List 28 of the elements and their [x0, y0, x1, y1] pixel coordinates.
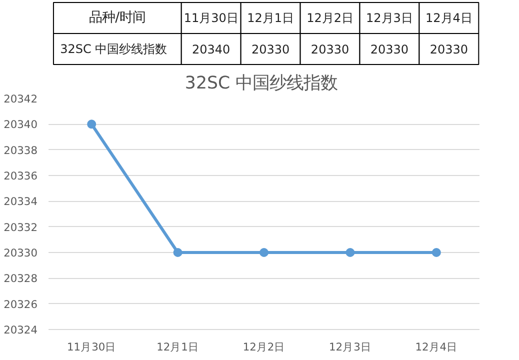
text: 品种/时间 — [89, 10, 146, 26]
y-tick-label: 20336 — [4, 170, 38, 182]
series-label: 32SC 中国纱线指数 — [60, 42, 168, 56]
y-tick-label: 20330 — [4, 246, 38, 260]
category-label: 12月3日 — [366, 11, 413, 25]
y-tick-label: 20334 — [4, 195, 38, 208]
y-tick-label: 20332 — [4, 220, 38, 234]
y-tick-label: 20338 — [4, 144, 38, 157]
x-tick-label: 12月2日 — [242, 340, 286, 354]
y-tick-label: 20328 — [4, 272, 38, 286]
data-label: 20330 — [370, 42, 409, 56]
category-label: 12月4日 — [425, 11, 472, 25]
data-label: 20330 — [251, 42, 290, 56]
data-label: 20330 — [310, 42, 350, 56]
y-tick-label: 20324 — [4, 324, 38, 336]
y-tick-label: 20342 — [4, 92, 38, 106]
x-tick-label: 12月1日 — [156, 340, 199, 354]
y-tick-label: 20340 — [4, 118, 38, 132]
category-label: 11月30日 — [184, 11, 238, 25]
category-label: 12月2日 — [306, 11, 354, 25]
data-label: 20340 — [192, 42, 230, 56]
x-tick-label: 11月30日 — [67, 340, 116, 354]
chart-title: 32SC 中国纱线指数 — [184, 74, 338, 94]
category-label: 12月1日 — [247, 11, 294, 25]
x-tick-label: 12月3日 — [329, 340, 372, 354]
y-tick-label: 20326 — [4, 298, 38, 311]
x-tick-label: 12月4日 — [415, 340, 458, 354]
data-label: 20330 — [430, 42, 468, 56]
